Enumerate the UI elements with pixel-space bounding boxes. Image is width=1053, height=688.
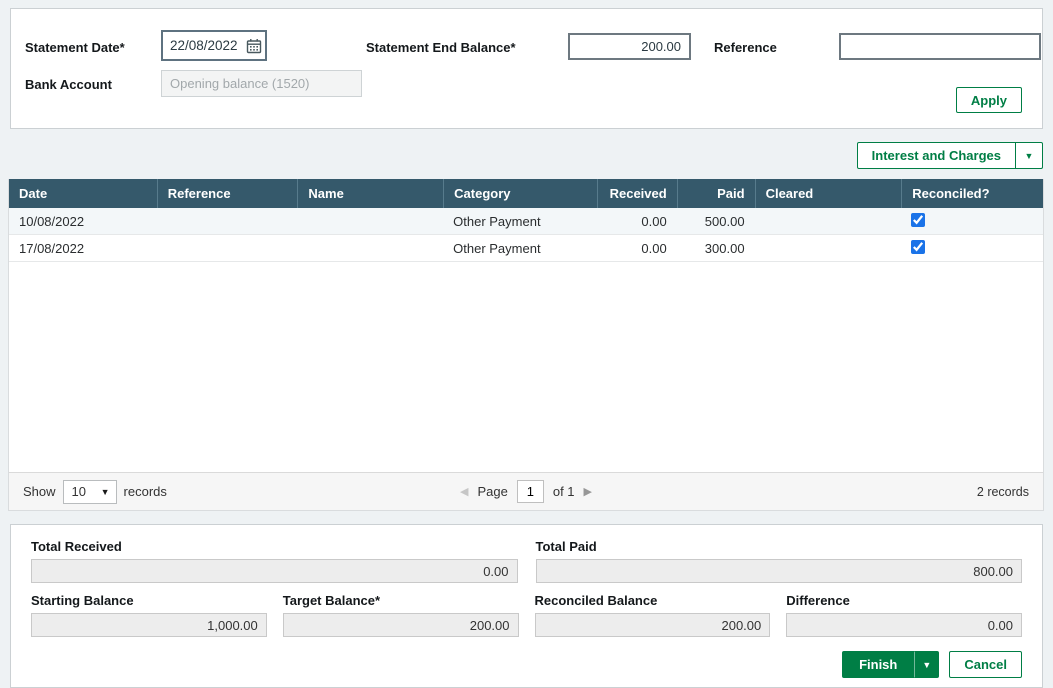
reconciled-balance-label: Reconciled Balance	[534, 593, 658, 608]
table-toolbar: Interest and Charges ▼	[10, 142, 1043, 169]
difference-input	[786, 613, 1022, 637]
column-header-date[interactable]: Date	[19, 186, 48, 201]
total-paid-label: Total Paid	[535, 539, 597, 554]
page-label: Page	[477, 484, 508, 499]
column-header-received[interactable]: Received	[596, 179, 677, 208]
show-label: Show	[23, 484, 56, 499]
difference-label: Difference	[786, 593, 850, 608]
cell-reconciled	[901, 212, 1043, 230]
cell-date: 17/08/2022	[19, 240, 85, 256]
chevron-down-icon: ▼	[922, 659, 932, 670]
records-count: 2 records	[976, 484, 1029, 499]
column-header-cleared[interactable]: Cleared	[754, 179, 902, 208]
summary-panel: Total Received Total Paid Starting Balan…	[10, 524, 1043, 688]
column-header-reference[interactable]: Reference	[156, 179, 298, 208]
statement-date-label: Statement Date*	[25, 40, 125, 55]
cell-reconciled	[901, 239, 1043, 257]
finish-split-button: Finish ▼	[842, 651, 940, 678]
column-header-paid[interactable]: Paid	[676, 179, 755, 208]
target-balance-field: Target Balance*	[282, 593, 519, 637]
starting-balance-field: Starting Balance	[31, 593, 267, 637]
statement-end-balance-input[interactable]	[568, 33, 691, 60]
cancel-button[interactable]: Cancel	[949, 651, 1022, 678]
cell-paid: 500.00	[704, 213, 745, 229]
cell-received: 0.00	[641, 213, 667, 229]
page-navigation: ◀ Page of 1 ▶	[460, 480, 592, 503]
reconciled-balance-field: Reconciled Balance	[534, 593, 771, 637]
column-header-category[interactable]: Category	[443, 179, 597, 208]
reconciled-checkbox[interactable]	[911, 239, 926, 254]
total-received-label: Total Received	[31, 539, 122, 554]
starting-balance-input	[31, 613, 267, 637]
reconciled-checkbox[interactable]	[911, 212, 926, 227]
chevron-down-icon: ▼	[1024, 150, 1034, 161]
column-header-reconciled[interactable]: Reconciled?	[901, 179, 1043, 208]
page-size-select[interactable]: 10 ▼	[62, 479, 117, 504]
chevron-down-icon: ▼	[100, 486, 110, 497]
bank-account-label: Bank Account	[25, 77, 112, 92]
cell-date: 10/08/2022	[19, 213, 85, 229]
table-row[interactable]: 10/08/2022 Other Payment 0.00 500.00	[9, 208, 1043, 235]
calendar-icon[interactable]	[246, 38, 262, 54]
apply-button[interactable]: Apply	[955, 87, 1022, 113]
interest-and-charges-dropdown-button[interactable]: ▼	[1016, 142, 1043, 169]
total-received-input	[31, 559, 518, 583]
cell-paid: 300.00	[704, 240, 745, 256]
cell-received: 0.00	[641, 240, 667, 256]
statement-end-balance-label: Statement End Balance*	[366, 40, 516, 55]
table-empty-area	[9, 262, 1043, 472]
page-size-value: 10	[71, 484, 86, 499]
bank-account-input	[161, 70, 362, 97]
total-paid-field: Total Paid	[535, 539, 1022, 583]
table-header-row: Date Reference Name Category Received Pa…	[9, 179, 1043, 208]
reference-label: Reference	[714, 40, 777, 55]
previous-page-icon[interactable]: ◀	[460, 486, 469, 498]
cell-category: Other Payment	[453, 240, 541, 256]
difference-field: Difference	[786, 593, 1022, 637]
pagination-bar: Show 10 ▼ records ◀ Page of 1 ▶ 2 record…	[9, 472, 1043, 510]
table-row[interactable]: 17/08/2022 Other Payment 0.00 300.00	[9, 235, 1043, 262]
statement-date-input[interactable]	[170, 38, 242, 53]
target-balance-label: Target Balance*	[282, 593, 381, 608]
finish-button[interactable]: Finish	[842, 651, 915, 678]
page-number-input[interactable]	[516, 480, 544, 503]
transactions-table: Date Reference Name Category Received Pa…	[8, 179, 1044, 511]
starting-balance-label: Starting Balance	[31, 593, 134, 608]
finish-dropdown-button[interactable]: ▼	[914, 651, 940, 678]
reference-input[interactable]	[839, 33, 1041, 60]
statement-date-field[interactable]	[161, 30, 267, 61]
total-received-field: Total Received	[31, 539, 518, 583]
target-balance-input	[282, 613, 519, 637]
interest-and-charges-split-button: Interest and Charges ▼	[856, 142, 1043, 169]
column-header-name[interactable]: Name	[297, 179, 443, 208]
next-page-icon[interactable]: ▶	[583, 486, 592, 498]
page-size-group: Show 10 ▼ records	[23, 479, 167, 504]
cell-category: Other Payment	[453, 213, 541, 229]
total-paid-input	[535, 559, 1022, 583]
records-label: records	[123, 484, 167, 499]
interest-and-charges-button[interactable]: Interest and Charges	[856, 142, 1016, 169]
reconciled-balance-input	[534, 613, 771, 637]
page-of-label: of 1	[552, 484, 575, 499]
statement-form-panel: Statement Date* Statement End Balance* R…	[10, 8, 1043, 129]
summary-actions: Finish ▼ Cancel	[31, 651, 1022, 678]
